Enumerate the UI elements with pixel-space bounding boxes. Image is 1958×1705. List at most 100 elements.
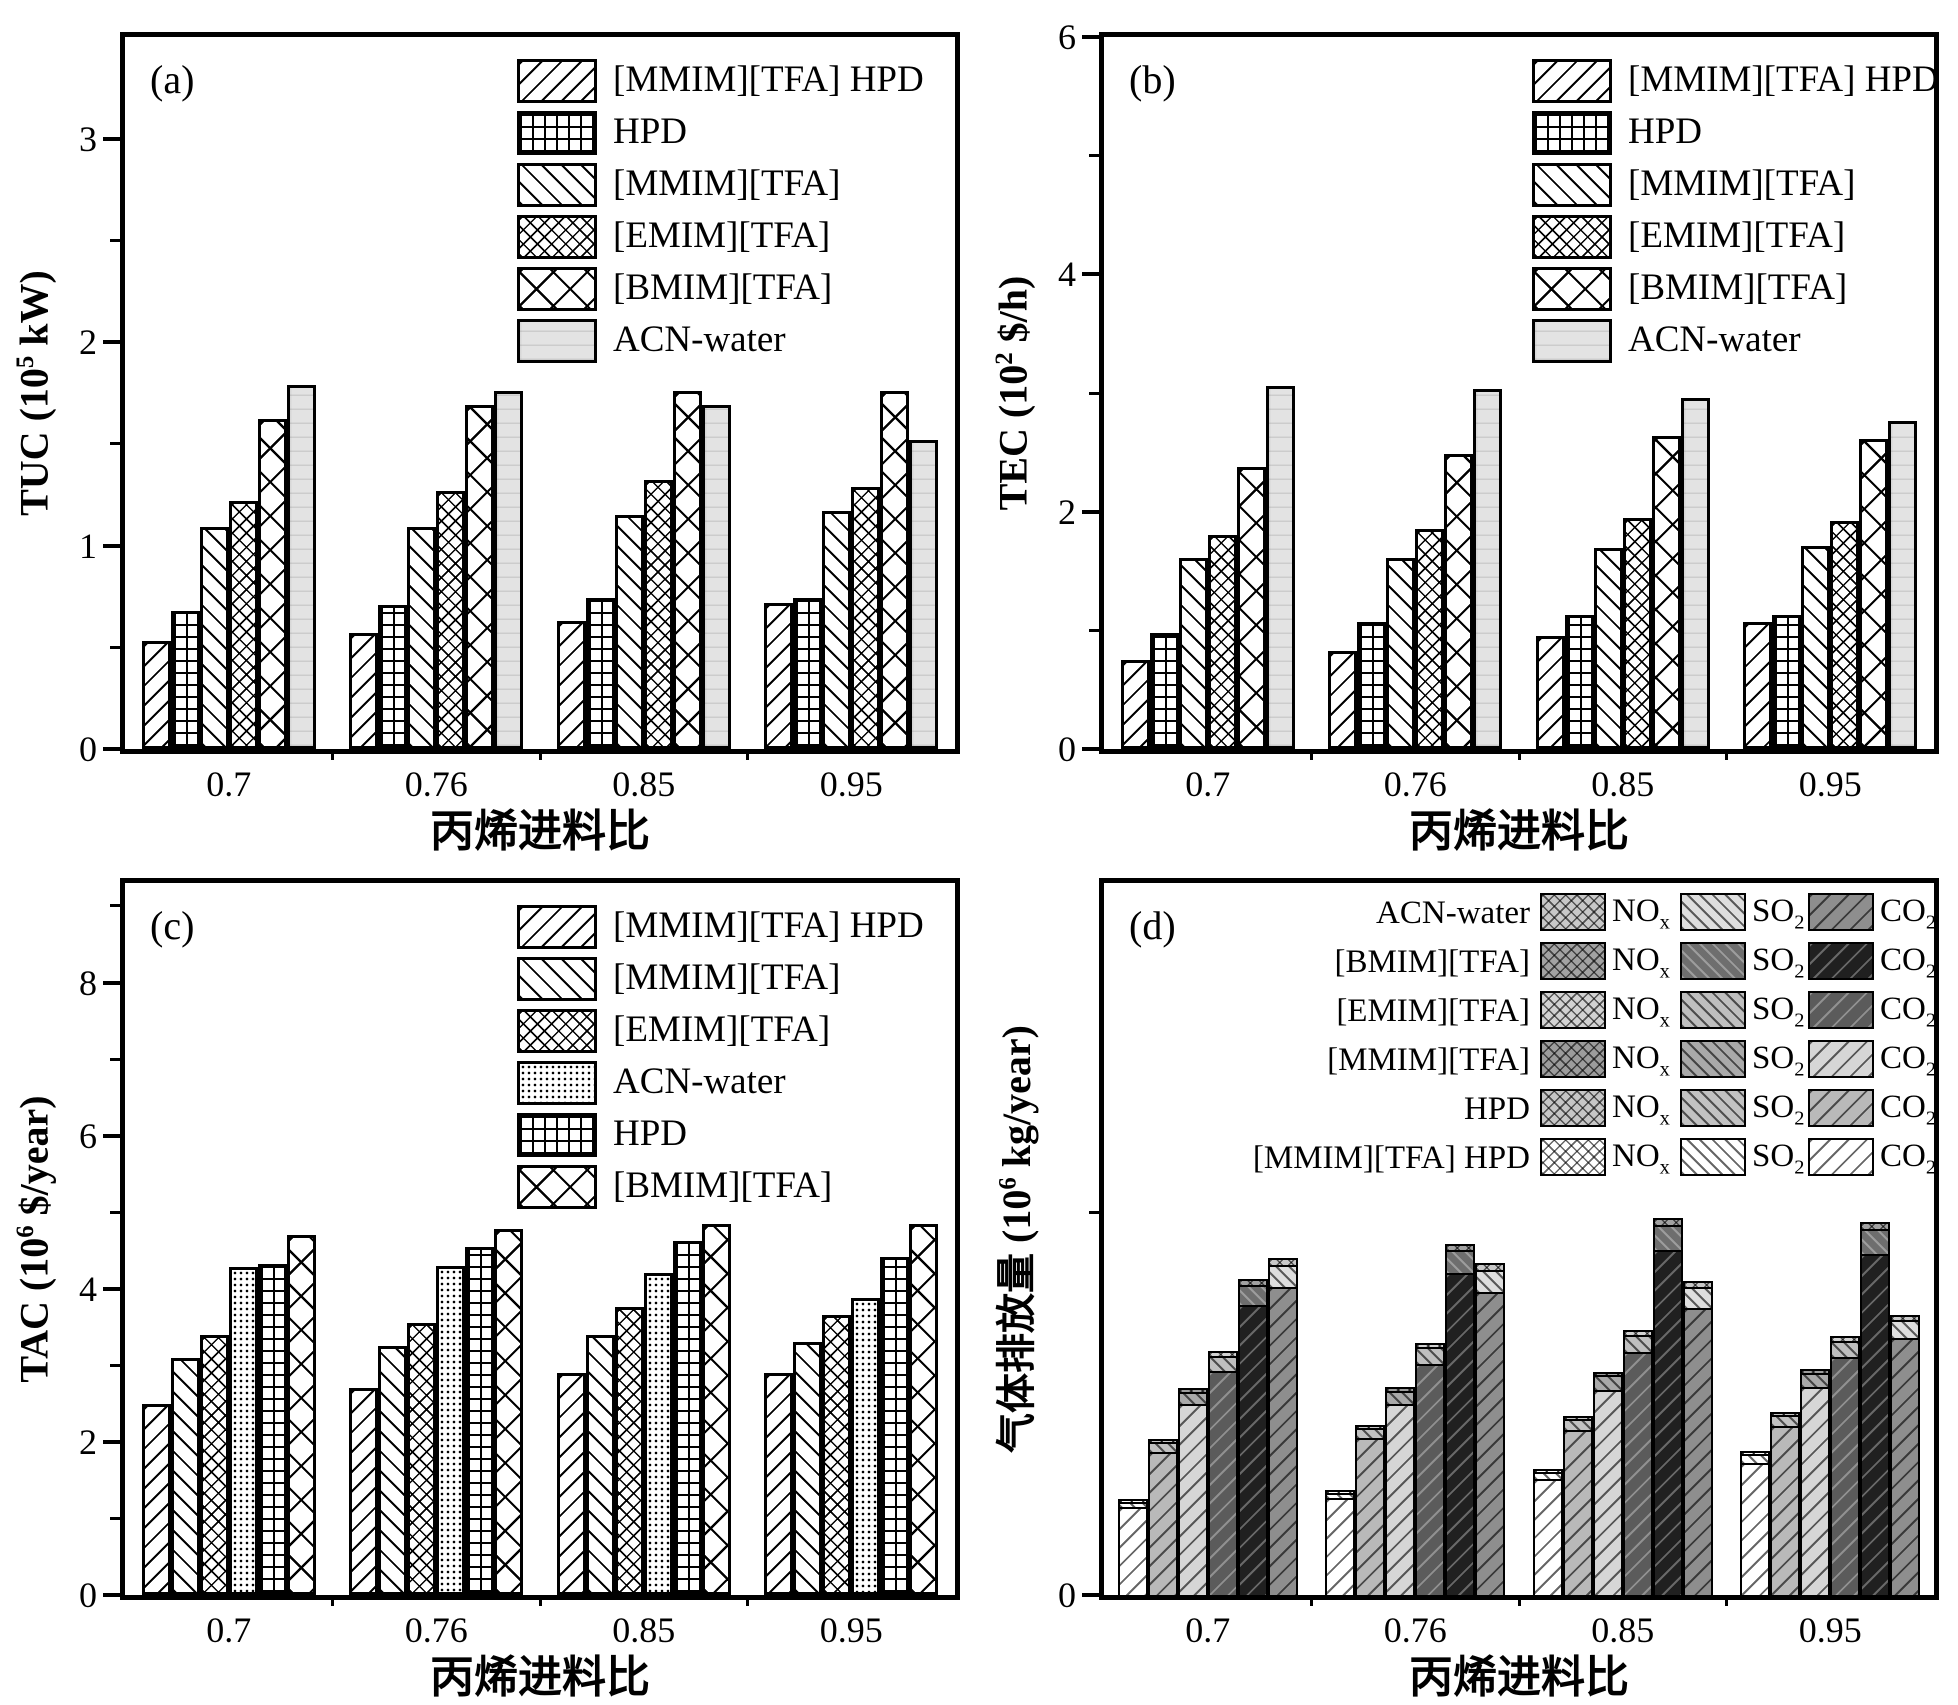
legend-gas-subscript: 2 (1794, 1107, 1805, 1130)
y-axis-minor-tick (110, 1057, 120, 1061)
legend-entry-label: [MMIM][TFA] (613, 162, 840, 206)
bar-c-s3-c2 (643, 1273, 673, 1595)
bar-segment-co2 (1475, 1291, 1506, 1597)
legend-entry-text: [MMIM][TFA] (1628, 163, 1856, 204)
bar-segment-co2 (1385, 1404, 1416, 1597)
y-axis-major-tick (1082, 1593, 1099, 1597)
bar-c-s3-c3 (851, 1297, 881, 1595)
legend-gas-subscript: 2 (1925, 960, 1937, 983)
y-axis-major-tick (103, 747, 120, 751)
y-axis-tick-label: 6 (1022, 19, 1076, 55)
stacked-bar-d-s1-c0 (1147, 1439, 1178, 1597)
legend-entry-text: [BMIM][TFA] (613, 267, 833, 308)
bar-a-s4-c1 (465, 405, 495, 749)
legend-gas-swatch-nox-icon (1540, 1089, 1606, 1127)
legend-entry-text: HPD (613, 1113, 688, 1154)
legend-swatch-crosshatch-icon (1532, 215, 1612, 259)
x-axis-title: 丙烯进料比 (340, 1641, 740, 1705)
x-axis-category-text: 0.7 (1185, 764, 1231, 804)
bar-segment-co2 (1592, 1389, 1623, 1597)
legend-gas-label: SO2 (1752, 940, 1804, 992)
legend-gas-label: NOx (1612, 891, 1670, 943)
bar-segment-co2 (1267, 1286, 1298, 1597)
bar-segment-co2 (1147, 1451, 1178, 1597)
stacked-bar-d-s5-c0 (1267, 1258, 1298, 1597)
y-axis-minor-tick (1089, 154, 1099, 158)
legend-gas-text: NO (1612, 1089, 1660, 1125)
bar-b-s1-c0 (1149, 632, 1179, 749)
legend-gas-subscript: 2 (1925, 1009, 1937, 1032)
plot-area: [MMIM][TFA] HPD HPD [MMIM][TFA] [EMIM][TFA]… (120, 32, 960, 754)
y-axis-title: 气体排放量 (106 kg/year) (984, 1025, 1042, 1453)
legend-swatch-grid-icon (1532, 111, 1612, 155)
panel-letter-text: (b) (1129, 57, 1176, 102)
stacked-bar-d-s1-c1 (1355, 1424, 1386, 1597)
bar-a-s0-c0 (141, 641, 171, 749)
legend-gas-swatch-nox-icon (1540, 1040, 1606, 1078)
legend-entry-text: [MMIM][TFA] (613, 957, 841, 998)
y-axis-title-pre: TAC (10 (11, 1237, 57, 1383)
bar-b-s3-c2 (1622, 517, 1652, 749)
y-axis-minor-tick (1089, 391, 1099, 395)
bar-a-s5-c2 (701, 405, 731, 749)
legend-gas-swatch-nox-icon (1540, 893, 1606, 931)
legend-entry-label: HPD (1628, 110, 1702, 154)
x-axis-category-text: 0.95 (1798, 764, 1862, 804)
legend-entry-text: [BMIM][TFA] (1628, 267, 1848, 308)
stacked-bar-d-s5-c2 (1682, 1281, 1713, 1597)
legend-gas-swatch-co2-icon (1808, 1089, 1874, 1127)
y-axis-tick-label: 8 (43, 965, 97, 1001)
y-axis-tick-label-text: 8 (79, 962, 97, 1003)
legend-swatch-crosshatch-icon (517, 1009, 597, 1053)
legend-solvent-text: [BMIM][TFA] (1334, 944, 1530, 980)
legend-gas-swatch-so2-icon (1680, 1089, 1746, 1127)
x-axis-category-label: 0.7 (1138, 1609, 1278, 1651)
panel-letter-text: (c) (150, 903, 195, 948)
x-axis-title: 丙烯进料比 (1319, 795, 1719, 859)
bar-c-s5-c3 (909, 1223, 939, 1595)
stacked-bar-d-s4-c0 (1237, 1278, 1268, 1597)
x-axis-category-label: 0.7 (159, 763, 299, 805)
bar-b-s5-c3 (1888, 421, 1918, 749)
y-axis-title-pre: TEC (10 (990, 364, 1036, 511)
legend-swatch-slash-icon (1532, 59, 1612, 103)
x-axis-category-text: 0.7 (206, 1610, 252, 1650)
legend-solvent-label: [MMIM][TFA] HPD (1104, 1138, 1530, 1178)
y-axis-major-tick (103, 1439, 120, 1444)
legend-gas-swatch-nox-icon (1540, 991, 1606, 1029)
x-axis-minor-tick (1310, 1595, 1313, 1606)
bar-a-s4-c0 (257, 419, 287, 749)
y-axis-major-tick (103, 1593, 120, 1597)
legend-gas-text: NO (1612, 1138, 1660, 1174)
bar-segment-co2 (1622, 1352, 1653, 1597)
bar-a-s4-c3 (880, 390, 910, 749)
y-axis-tick-label: 4 (43, 1271, 97, 1307)
bar-segment-so2 (1860, 1229, 1891, 1257)
bar-b-s4-c1 (1444, 453, 1474, 749)
y-axis-major-tick (1082, 35, 1099, 39)
y-axis-tick-label-text: 2 (1058, 491, 1076, 532)
legend-gas-label: CO2 (1880, 940, 1936, 992)
x-axis-category-label: 0.76 (366, 763, 506, 805)
legend-gas-subscript: x (1659, 911, 1670, 934)
legend-solvent-label: ACN-water (1104, 893, 1530, 933)
legend-gas-label: NOx (1612, 1136, 1670, 1188)
stacked-bar-d-s2-c1 (1385, 1387, 1416, 1597)
legend-entry-label: [MMIM][TFA] HPD (613, 58, 924, 102)
y-axis-title-post: $/year) (11, 1095, 57, 1226)
legend-entry-text: ACN-water (613, 319, 786, 360)
x-axis-category-text: 0.95 (819, 1610, 883, 1650)
bar-b-s3-c1 (1415, 529, 1445, 749)
bar-c-s1-c2 (585, 1334, 615, 1595)
legend-entry-label: ACN-water (613, 1060, 786, 1104)
stacked-bar-d-s4-c1 (1445, 1243, 1476, 1597)
bar-c-s2-c0 (199, 1334, 229, 1595)
bar-b-s4-c2 (1651, 435, 1681, 749)
legend-solvent-text: [MMIM][TFA] (1327, 1042, 1530, 1078)
panel-d-gas-emissions-chart: ACN-water NOx SO2 CO2 [BMIM][TFA] NOx SO2 CO2 [E… (979, 846, 1958, 1702)
legend-entry-label: [EMIM][TFA] (613, 214, 830, 258)
panel-c-tac-chart: [MMIM][TFA] HPD [MMIM][TFA] [EMIM][TFA] ACN… (0, 846, 979, 1702)
y-axis-title: TUC (105 kW) (11, 270, 58, 516)
x-axis-category-text: 0.85 (612, 764, 676, 804)
legend-gas-label: CO2 (1880, 1136, 1936, 1188)
